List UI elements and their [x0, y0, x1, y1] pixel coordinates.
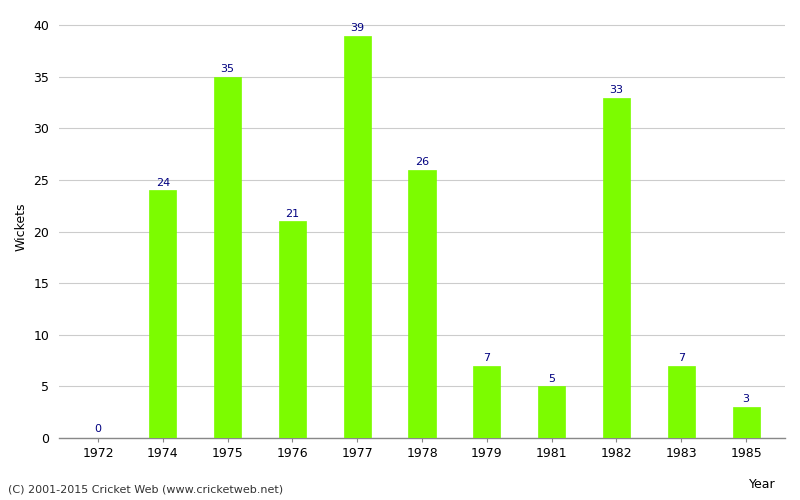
Bar: [409, 170, 436, 438]
Bar: [344, 36, 371, 438]
Text: 35: 35: [221, 64, 234, 74]
Text: 7: 7: [483, 353, 490, 363]
Y-axis label: Wickets: Wickets: [15, 202, 28, 250]
Bar: [603, 98, 630, 438]
Text: 7: 7: [678, 353, 685, 363]
Bar: [150, 190, 177, 438]
Bar: [538, 386, 566, 438]
Text: 0: 0: [94, 424, 102, 434]
Bar: [668, 366, 695, 438]
Bar: [474, 366, 501, 438]
Text: (C) 2001-2015 Cricket Web (www.cricketweb.net): (C) 2001-2015 Cricket Web (www.cricketwe…: [8, 485, 283, 495]
Text: 24: 24: [156, 178, 170, 188]
Text: 39: 39: [350, 23, 364, 33]
Text: 26: 26: [415, 157, 429, 167]
Text: Year: Year: [750, 478, 776, 490]
Text: 21: 21: [286, 208, 299, 218]
Text: 33: 33: [610, 85, 623, 95]
Bar: [214, 77, 242, 438]
Text: 5: 5: [548, 374, 555, 384]
Bar: [279, 222, 306, 438]
Text: 3: 3: [742, 394, 750, 404]
Bar: [733, 407, 760, 438]
